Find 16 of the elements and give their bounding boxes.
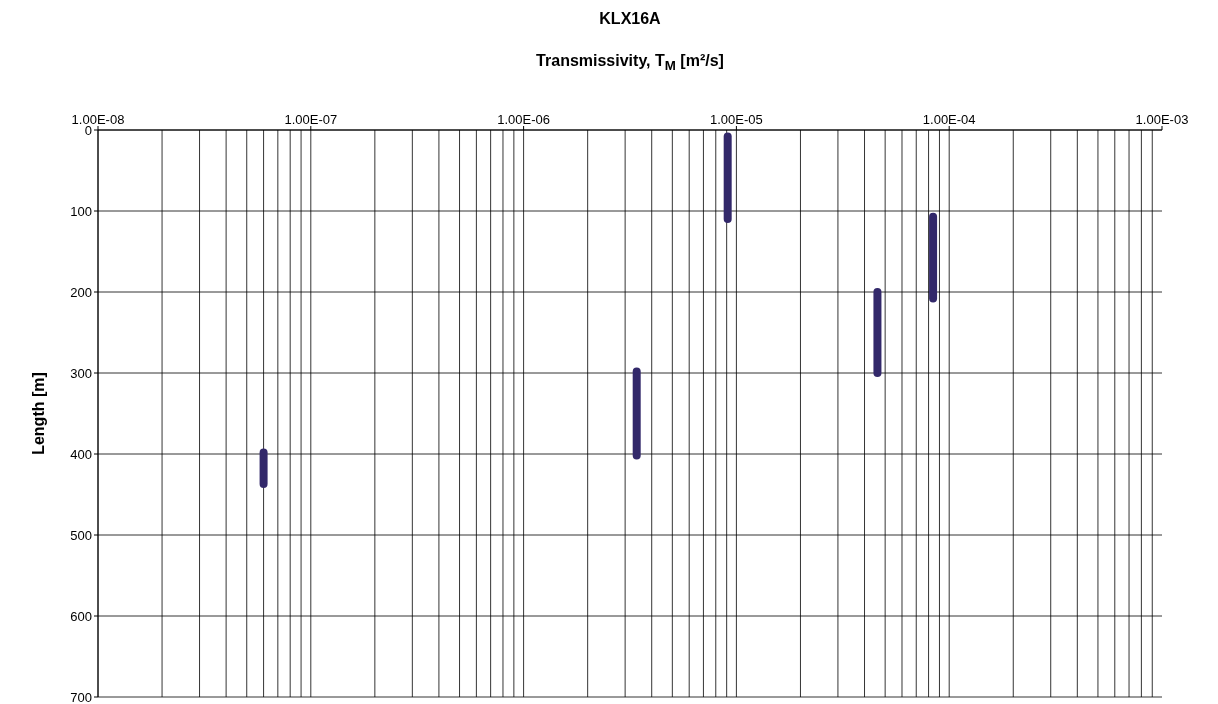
y-axis-title: Length [m]: [29, 372, 47, 455]
y-tick-label: 400: [70, 446, 92, 462]
x-tick-label: 1.00E-05: [710, 112, 763, 127]
y-tick-label: 700: [70, 689, 92, 704]
y-tick-label: 500: [70, 527, 92, 543]
y-tick-label: 200: [70, 284, 92, 300]
x-tick-label: 1.00E-07: [284, 112, 338, 127]
y-tick-label: 600: [70, 608, 92, 624]
x-tick-label: 1.00E-08: [71, 112, 125, 127]
chart-title: KLX16A: [598, 10, 662, 28]
x-tick-label: 1.00E-03: [1135, 112, 1189, 127]
x-tick-label: 1.00E-04: [922, 112, 976, 127]
y-tick-label: 300: [70, 365, 92, 381]
x-tick-label: 1.00E-06: [497, 112, 550, 127]
y-tick-label: 100: [70, 203, 92, 219]
x-axis-title: Transmissivity, T$_{M}$ [m²/s]: [535, 52, 725, 74]
